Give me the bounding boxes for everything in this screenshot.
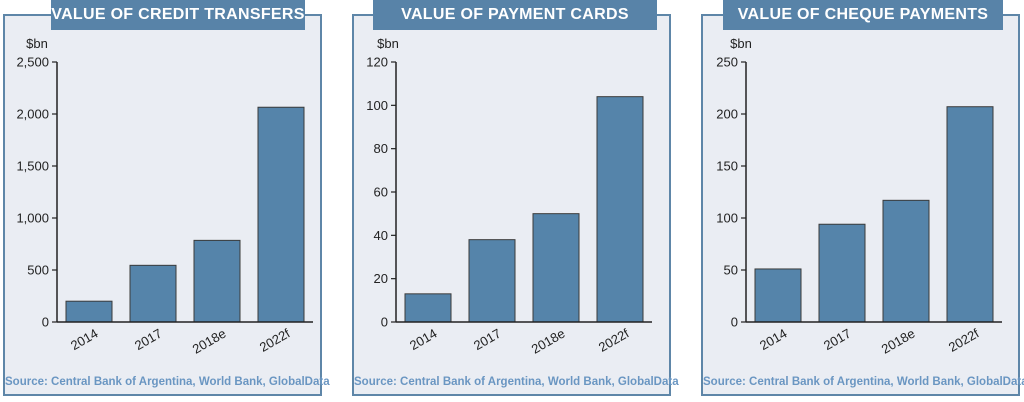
y-tick-label: 2,000: [16, 107, 49, 122]
chart-panel-payment-cards: $bn 0 20 40 60 80 100 120 2014 2017 2018e 2022f Sou…: [352, 14, 679, 396]
x-tick-label: 2018e: [879, 326, 918, 357]
bar-2018e: [532, 213, 580, 323]
x-tick-label: 2014: [757, 326, 790, 353]
credit-transfers-chart: $bn 0 500 1,000 1,500 2,000 2,500 2014 2017 2018e…: [16, 36, 313, 357]
y-tick-label: 0: [42, 315, 49, 330]
bar-2014: [754, 268, 802, 323]
bar-2014: [404, 293, 452, 323]
y-axis-unit: $bn: [26, 36, 48, 51]
y-tick-label: 20: [374, 271, 388, 286]
y-tick-label: 100: [716, 211, 738, 226]
chart-title: VALUE OF CREDIT TRANSFERS: [51, 0, 305, 30]
x-tick-label: 2017: [132, 326, 165, 353]
x-tick-label: 2017: [471, 326, 504, 353]
bar-2022f: [257, 106, 305, 323]
bar-2018e: [193, 239, 241, 323]
y-tick-label: 40: [374, 228, 388, 243]
y-tick-label: 80: [374, 141, 388, 156]
chart-source: Source: Central Bank of Argentina, World…: [354, 376, 679, 388]
x-tick-label: 2022f: [257, 325, 293, 354]
y-tick-label: 0: [731, 315, 738, 330]
y-tick-label: 150: [716, 159, 738, 174]
bar-2017: [818, 223, 866, 323]
y-tick-label: 100: [366, 98, 388, 113]
bar-2017: [468, 239, 516, 323]
bar-2014: [65, 300, 113, 323]
chart-panel-credit-transfers: $bn 0 500 1,000 1,500 2,000 2,500 2014 2017 2018e…: [3, 14, 330, 396]
chart-source: Source: Central Bank of Argentina, World…: [703, 376, 1024, 388]
x-tick-label: 2018e: [529, 326, 568, 357]
x-tick-label: 2014: [407, 326, 440, 353]
x-tick-label: 2017: [821, 326, 854, 353]
y-tick-label: 60: [374, 185, 388, 200]
y-tick-label: 50: [724, 263, 738, 278]
y-tick-label: 500: [27, 263, 49, 278]
payment-cards-chart: $bn 0 20 40 60 80 100 120 2014 2017 2018e 2022f: [366, 36, 652, 357]
chart-title: VALUE OF CHEQUE PAYMENTS: [723, 0, 1003, 30]
x-tick-label: 2018e: [190, 326, 229, 357]
y-tick-label: 120: [366, 55, 388, 70]
x-tick-label: 2022f: [946, 325, 982, 354]
y-axis-unit: $bn: [377, 36, 399, 51]
bar-2022f: [946, 106, 994, 323]
y-tick-label: 2,500: [16, 55, 49, 70]
bar-2022f: [596, 96, 644, 323]
chart-panel-cheque-payments: $bn 0 50 100 150 200 250 2014 2017 2018e 2022f Sou…: [701, 14, 1024, 396]
y-tick-label: 250: [716, 55, 738, 70]
y-tick-label: 200: [716, 107, 738, 122]
bar-2017: [129, 264, 177, 323]
y-tick-label: 1,500: [16, 159, 49, 174]
chart-title: VALUE OF PAYMENT CARDS: [373, 0, 657, 30]
y-tick-label: 1,000: [16, 211, 49, 226]
y-tick-label: 0: [381, 315, 388, 330]
cheque-payments-chart: $bn 0 50 100 150 200 250 2014 2017 2018e 2022f: [716, 36, 1002, 357]
bar-2018e: [882, 199, 930, 323]
x-tick-label: 2022f: [596, 325, 632, 354]
x-tick-label: 2014: [68, 326, 101, 353]
y-axis-unit: $bn: [730, 36, 752, 51]
chart-source: Source: Central Bank of Argentina, World…: [5, 376, 330, 388]
